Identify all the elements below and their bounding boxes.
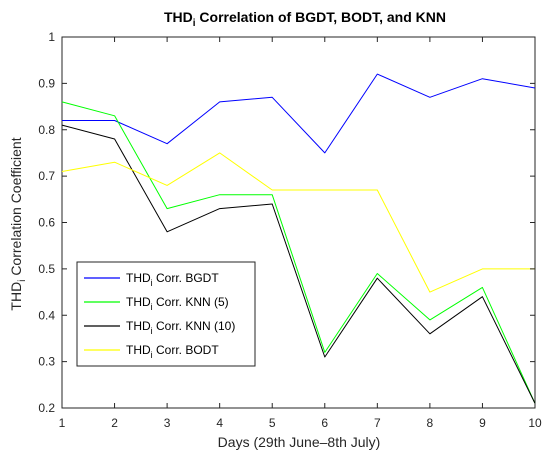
chart-title: THDi Correlation of BGDT, BODT, and KNN xyxy=(164,9,446,29)
legend-label-knn-10: THDi Corr. KNN (10) xyxy=(126,319,235,336)
y-tick-label: 0.9 xyxy=(38,76,55,90)
x-tick-label: 1 xyxy=(59,416,66,430)
y-tick-label: 0.4 xyxy=(38,308,55,322)
x-tick-label: 7 xyxy=(374,416,381,430)
legend-label-knn-5: THDi Corr. KNN (5) xyxy=(126,295,229,312)
chart-title-main: THD xyxy=(164,9,193,25)
legend: THDi Corr. BGDT THDi Corr. KNN (5) THDi Co… xyxy=(76,261,256,367)
series-layer xyxy=(61,73,536,404)
y-axis-label-rest: Correlation Coefficient xyxy=(8,137,24,279)
series-line-bodt xyxy=(61,152,535,293)
y-axis-label: THDi Correlation Coefficient xyxy=(8,137,28,310)
series-line-knn-10 xyxy=(61,124,536,404)
series-line-knn-5 xyxy=(61,101,536,404)
y-axis-label-main: THD xyxy=(8,282,24,311)
y-tick-label: 0.6 xyxy=(38,216,55,230)
chart-title-rest: Correlation of BGDT, BODT, and KNN xyxy=(196,9,446,25)
x-tick-label: 8 xyxy=(427,416,434,430)
legend-label-bgdt: THDi Corr. BGDT xyxy=(126,271,219,288)
y-tick-label: 0.8 xyxy=(38,123,55,137)
legend-label-bodt: THDi Corr. BODT xyxy=(126,343,219,360)
ticks-layer: 1 2 3 4 5 6 7 8 9 10 0.2 0.3 0.4 0.5 0.6 0.7 0.8 0.9 1 xyxy=(38,30,542,430)
chart-title-sub: i xyxy=(193,18,196,29)
x-tick-label: 5 xyxy=(269,416,276,430)
x-tick-label: 3 xyxy=(164,416,171,430)
series-line-bgdt xyxy=(62,73,536,154)
x-tick-label: 9 xyxy=(479,416,486,430)
y-axis-label-sub: i xyxy=(17,280,28,282)
legend-box xyxy=(76,261,256,367)
x-tick-label: 4 xyxy=(216,416,223,430)
y-tick-label: 0.3 xyxy=(38,355,55,369)
y-tick-label: 0.7 xyxy=(38,169,55,183)
x-tick-label: 6 xyxy=(321,416,328,430)
x-tick-label: 10 xyxy=(528,416,542,430)
y-tick-label: 0.2 xyxy=(38,401,55,415)
y-tick-label: 0.5 xyxy=(38,262,55,276)
x-axis-label: Days (29th June–8th July) xyxy=(218,434,381,450)
x-tick-label: 2 xyxy=(111,416,118,430)
y-tick-label: 1 xyxy=(48,30,55,44)
